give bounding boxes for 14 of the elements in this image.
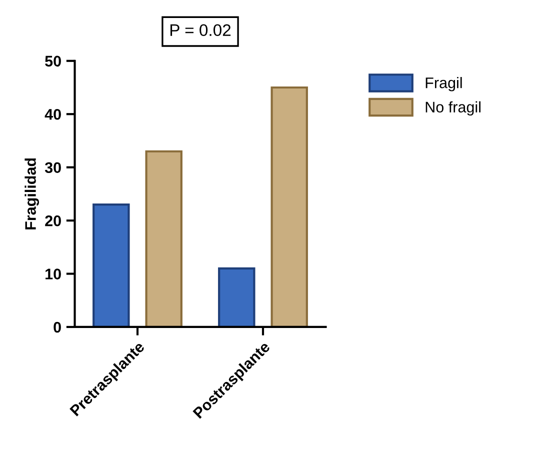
y-tick-label: 10 xyxy=(46,268,61,280)
bar xyxy=(218,267,256,327)
y-tick-label: 20 xyxy=(45,215,61,226)
y-tick-label: 30 xyxy=(44,162,61,174)
y-tick-label: 0 xyxy=(54,322,61,333)
y-axis-title: Fragilidad xyxy=(24,158,40,230)
legend-label: Fragil xyxy=(426,77,462,92)
bar xyxy=(270,86,308,327)
y-tick-label: 50 xyxy=(45,56,61,67)
bar xyxy=(92,204,130,327)
legend-label: No fragil xyxy=(426,101,480,116)
bar xyxy=(145,150,182,327)
y-tick-label: 40 xyxy=(44,108,61,120)
chart-title: P = 0.02 xyxy=(170,24,231,36)
